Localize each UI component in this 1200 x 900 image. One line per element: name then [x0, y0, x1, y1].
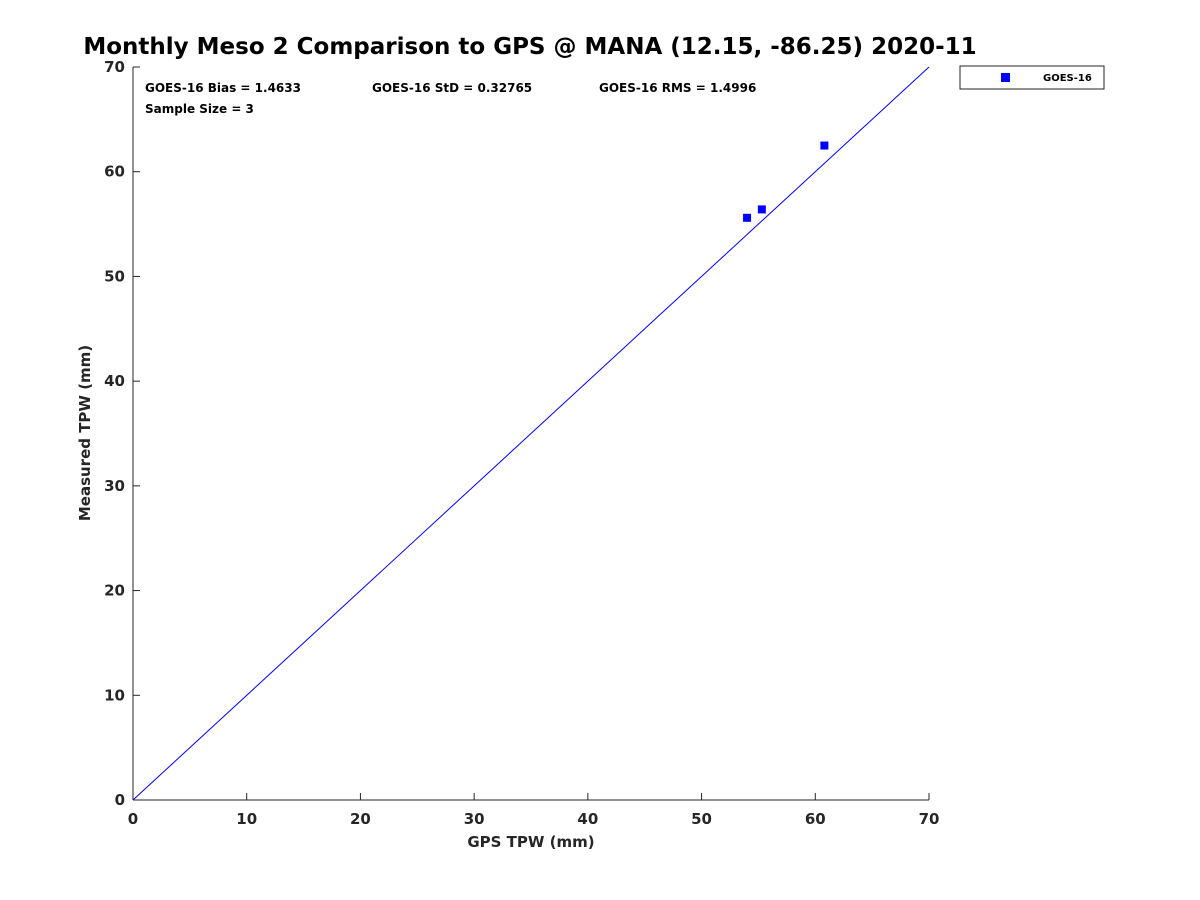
y-tick-label: 20 — [104, 582, 125, 600]
legend-label-goes-16: GOES-16 — [1043, 73, 1092, 84]
x-tick-label: 10 — [236, 810, 257, 828]
legend-box — [959, 65, 1105, 90]
x-tick-label: 70 — [919, 810, 940, 828]
y-tick-label: 50 — [104, 267, 125, 285]
plot-area — [132, 66, 930, 801]
x-axis-label: GPS TPW (mm) — [467, 833, 594, 851]
data-point — [757, 205, 766, 214]
x-tick-label: 60 — [805, 810, 826, 828]
y-axis-label: Measured TPW (mm) — [76, 345, 94, 521]
x-tick-label: 20 — [350, 810, 371, 828]
sample-size-annotation: Sample Size = 3 — [145, 102, 254, 116]
legend: GOES-16 — [959, 65, 1105, 90]
y-tick-label: 0 — [115, 791, 125, 809]
x-axis-ticks: 0 10 20 30 40 50 60 70 — [128, 793, 940, 828]
x-tick-label: 50 — [691, 810, 712, 828]
y-tick-label: 40 — [104, 372, 125, 390]
data-point — [820, 141, 829, 150]
y-tick-label: 10 — [104, 686, 125, 704]
y-tick-label: 60 — [104, 163, 125, 181]
x-tick-label: 0 — [128, 810, 138, 828]
y-axis-ticks: 0 10 20 30 40 50 60 70 — [104, 58, 140, 809]
one-to-one-line — [132, 66, 930, 801]
x-tick-label: 40 — [577, 810, 598, 828]
y-tick-label: 30 — [104, 477, 125, 495]
data-point — [743, 213, 752, 222]
y-tick-label: 70 — [104, 58, 125, 76]
legend-marker-goes-16 — [1001, 73, 1010, 82]
chart-title: Monthly Meso 2 Comparison to GPS @ MANA … — [83, 34, 976, 60]
x-tick-label: 30 — [464, 810, 485, 828]
std-annotation: GOES-16 StD = 0.32765 — [372, 81, 532, 95]
rms-annotation: GOES-16 RMS = 1.4996 — [599, 81, 756, 95]
bias-annotation: GOES-16 Bias = 1.4633 — [145, 81, 301, 95]
